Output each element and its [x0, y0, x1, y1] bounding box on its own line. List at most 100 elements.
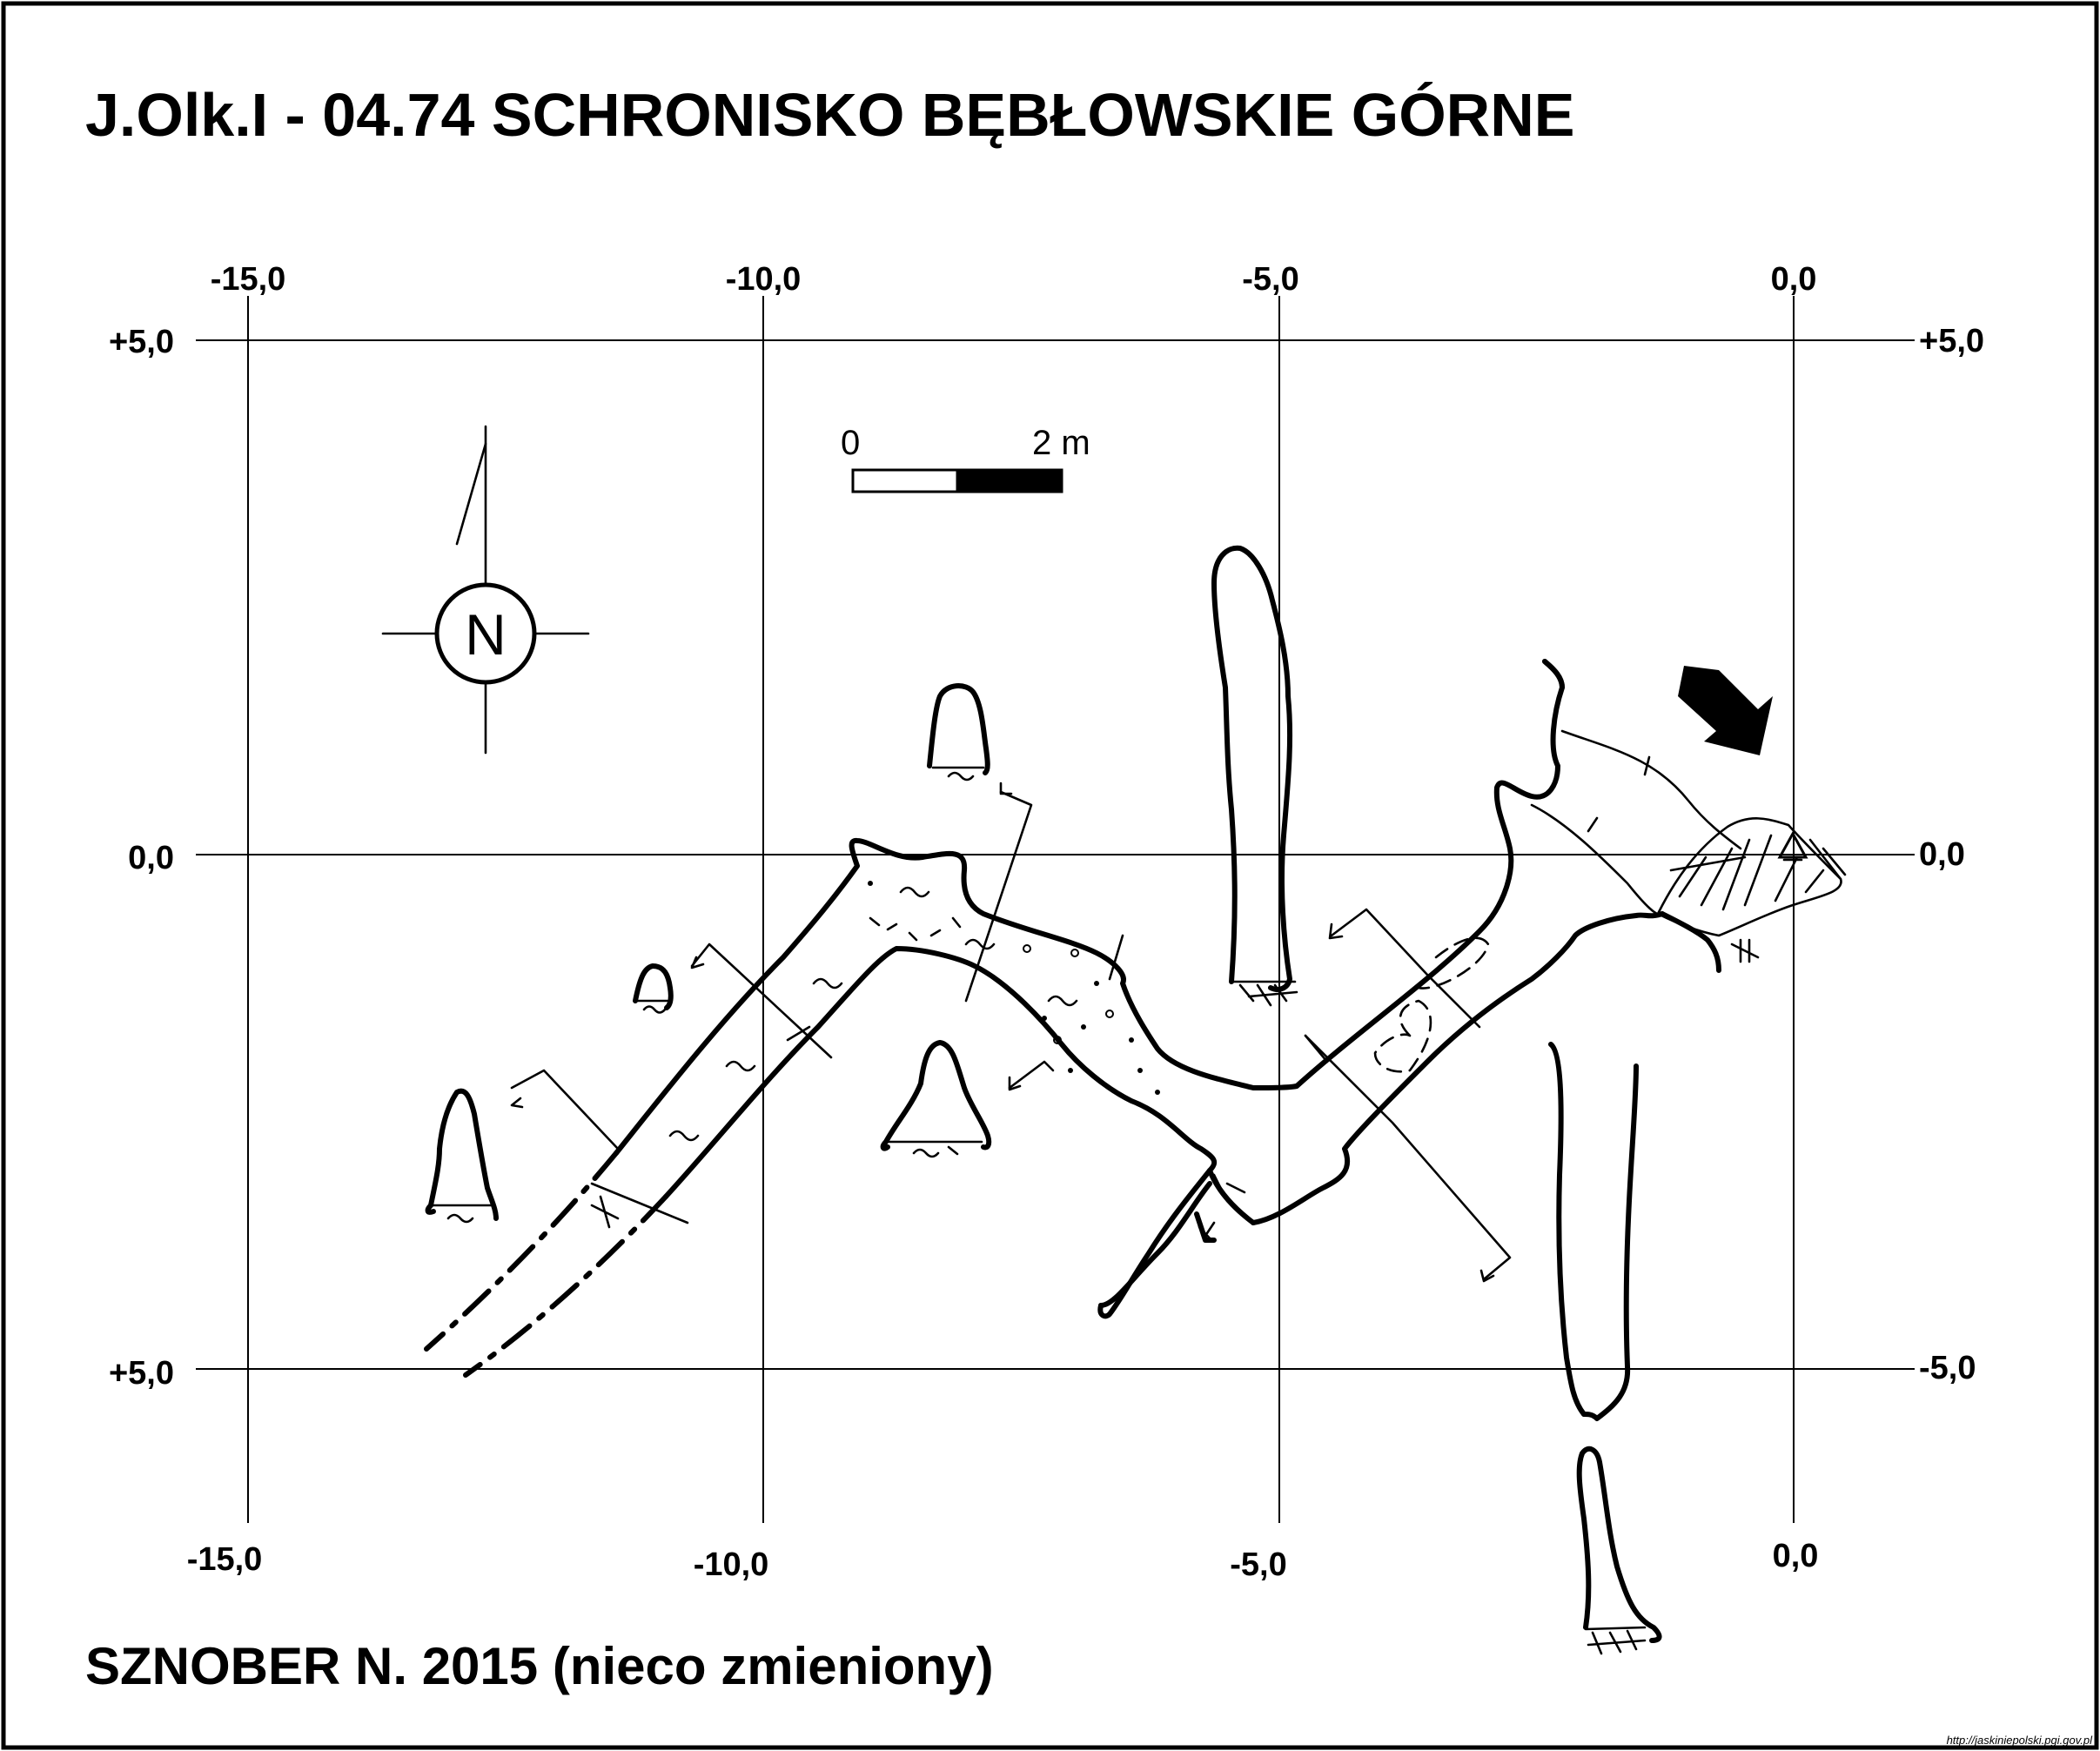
right-y-label: 0,0: [1919, 836, 1965, 873]
bottom-x-axis-labels: -15,0 -10,0 -5,0 0,0: [187, 1538, 1819, 1583]
pebble-dot: [1155, 1090, 1160, 1095]
boulder-hatch-right: [1808, 838, 1847, 881]
sediment-wave-6: [1047, 995, 1078, 1007]
scale-bar-black-segment: [956, 468, 1063, 493]
author-credit: SZNOBER N. 2015 (nieco zmieniony): [85, 1637, 994, 1695]
left-y-axis-labels: +5,0 0,0 +5,0: [109, 324, 174, 1392]
left-y-label: +5,0: [109, 1355, 174, 1392]
profile-north-outline: [1211, 545, 1293, 992]
profile-south-outline-left: [1548, 1042, 1587, 1417]
profile-a-outline: [927, 683, 990, 775]
sediment-wave-3: [812, 977, 843, 990]
section-line-1-end: [590, 1182, 689, 1224]
profile-c-sediment: [912, 1145, 959, 1158]
entrance-drip-line: [1560, 729, 1742, 850]
section-line-3: [964, 790, 1033, 1003]
profile-bottom-rubble: [1587, 1629, 1647, 1655]
entrance-area-detail: [1530, 729, 1847, 963]
bottom-x-label: -15,0: [187, 1541, 263, 1578]
floor-sediment-symbols: [590, 881, 1216, 1243]
entrance-tick-2: [1587, 816, 1599, 833]
top-x-label: -15,0: [211, 261, 286, 298]
profile-north-rubble: [1238, 983, 1298, 1007]
section-arrowhead-1: [510, 1097, 524, 1109]
left-y-label: +5,0: [109, 324, 174, 360]
profile-a-sediment: [947, 771, 975, 782]
boulder-hatch-7: [1669, 855, 1747, 872]
pebble-dot: [868, 881, 873, 886]
pebble-dot: [1094, 981, 1099, 986]
pebble-dot: [1068, 1068, 1073, 1073]
pebble-dot: [1081, 1024, 1086, 1030]
north-compass: N: [381, 425, 590, 755]
cave-wall-entrance-north: [1542, 659, 1565, 690]
entrance-tick-1: [1643, 755, 1651, 776]
scale-bar: 0 2 m: [841, 424, 1090, 493]
profile-b-outline: [633, 963, 674, 1010]
boulder-hatch-5: [1774, 855, 1799, 902]
profile-south-outline-right: [1581, 1063, 1639, 1421]
side-passage-wall: [1207, 1168, 1256, 1225]
boulder-hatch-2: [1700, 847, 1734, 907]
right-y-label: +5,0: [1919, 323, 1984, 359]
cave-wall-south: [663, 946, 1218, 1319]
section-line-3-tail: [1108, 934, 1124, 981]
entrance-side-line: [1530, 803, 1664, 916]
profile-section-bottom: [1576, 1446, 1662, 1655]
top-x-label: 0,0: [1771, 261, 1817, 298]
section-arrowhead-4: [1008, 1076, 1022, 1091]
section-line-1: [510, 1069, 620, 1151]
section-line-6-start: [1304, 1034, 1329, 1063]
map-title: J.Olk.I - 04.74 SCHRONISKO BĘBŁOWSKIE GÓ…: [85, 81, 1574, 149]
cave-wall-south-side-passage: [1098, 1181, 1212, 1308]
top-x-label: -10,0: [726, 261, 802, 298]
pebble-dot: [1137, 1068, 1143, 1073]
cave-wall-north: [614, 659, 1565, 1156]
bottom-x-label: -10,0: [694, 1546, 769, 1583]
profile-b-sediment: [642, 1005, 667, 1014]
profile-d-outline: [428, 1088, 499, 1221]
dashed-ledge-outline-2: [1373, 999, 1432, 1073]
left-y-label: 0,0: [128, 840, 174, 876]
sediment-wave-5: [668, 1130, 700, 1142]
cross-mark-entrance: [1730, 938, 1760, 963]
right-y-label: -5,0: [1919, 1350, 1976, 1386]
dash-dot-line-north: [424, 1151, 619, 1352]
profile-section-north: [1211, 545, 1298, 1007]
pebble-dot: [1023, 944, 1031, 953]
boulder-hatch-6: [1804, 869, 1825, 894]
bottom-x-label: -5,0: [1230, 1546, 1286, 1583]
side-passage-floor-arrow-icon: [1194, 1211, 1217, 1243]
profile-c-left-foot: [880, 1139, 890, 1151]
pebble-dot: [1070, 949, 1079, 957]
scale-end-label: 2 m: [1032, 424, 1090, 462]
rock-mark: [869, 916, 962, 942]
compass-circle: [434, 582, 537, 685]
boulder-hatch-1: [1678, 855, 1708, 898]
section-line-6: [1304, 1034, 1512, 1281]
top-x-axis-labels: -15,0 -10,0 -5,0 0,0: [211, 261, 1817, 298]
section-arrowhead-5: [1328, 922, 1344, 940]
pebble-dot: [1105, 1010, 1114, 1018]
section-arrowhead-2: [690, 956, 705, 969]
cave-wall-southeast: [1251, 911, 1665, 1225]
section-line-4: [1008, 1060, 1055, 1090]
section-arrowhead-3: [999, 782, 1013, 795]
top-x-label: -5,0: [1242, 261, 1298, 298]
scale-start-label: 0: [841, 424, 860, 462]
pebble-dot: [1129, 1037, 1134, 1043]
compass-needle-barb: [455, 442, 487, 546]
cave-wall-entrance-south: [1660, 911, 1721, 973]
section-line-2: [690, 943, 833, 1059]
side-passage-detail: [1212, 1173, 1246, 1203]
right-y-axis-labels: +5,0 0,0 -5,0: [1919, 323, 1984, 1386]
bottom-x-label: 0,0: [1773, 1538, 1819, 1574]
profile-d-left-foot: [425, 1203, 436, 1215]
profile-d-sediment: [446, 1213, 474, 1224]
cross-section-cut-lines: [510, 782, 1512, 1283]
profile-section-south: [1548, 1042, 1639, 1421]
profile-c-outline: [883, 1040, 992, 1151]
section-line-5: [1330, 908, 1481, 1029]
